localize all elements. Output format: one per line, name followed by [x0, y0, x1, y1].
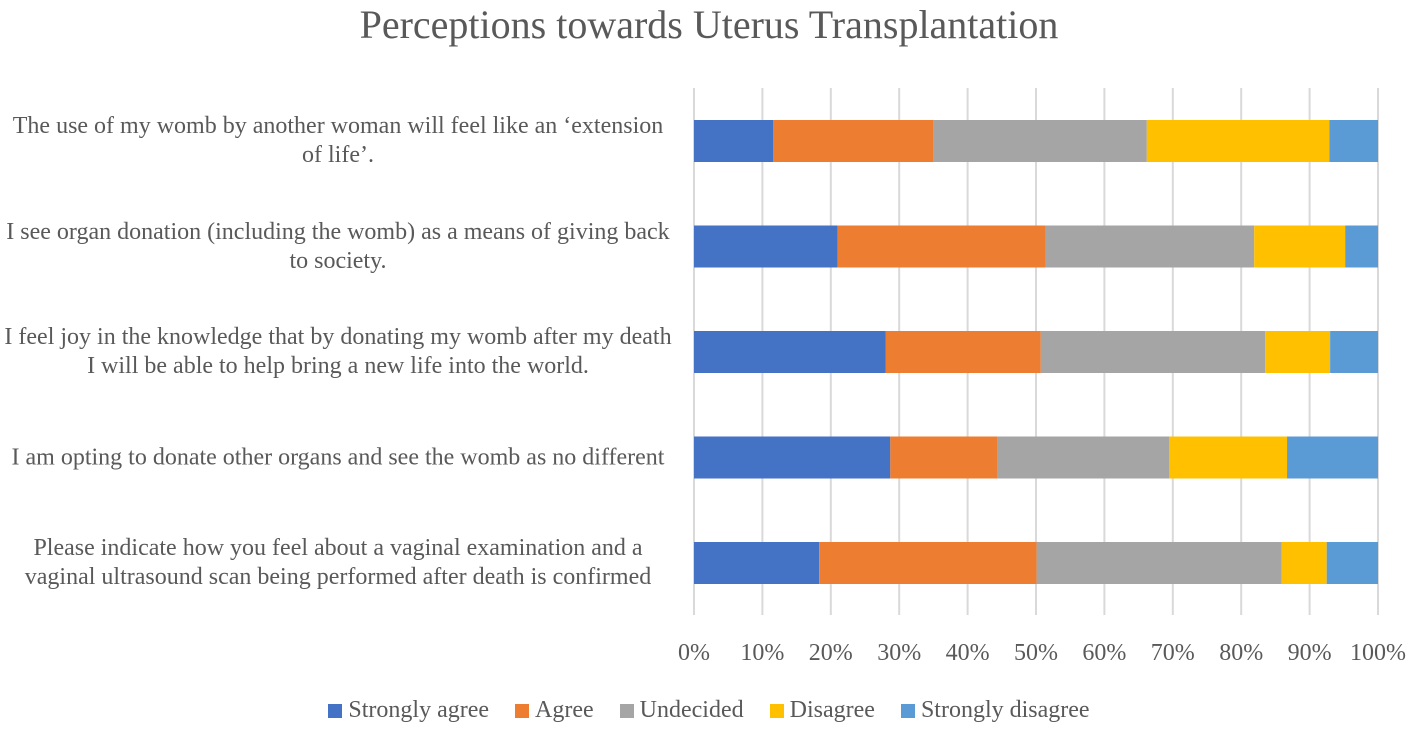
bar-segment-undecided	[933, 120, 1147, 162]
bar-segment-undecided	[997, 436, 1170, 479]
x-tick-label: 20%	[808, 640, 853, 666]
bar-segment-disagree	[1169, 436, 1288, 479]
legend-swatch	[619, 703, 634, 718]
x-tick-label: 90%	[1287, 640, 1332, 666]
bar-segment-disagree	[1254, 225, 1346, 268]
category-label: Please indicate how you feel about a vag…	[24, 535, 652, 590]
legend-label: Strongly disagree	[920, 697, 1090, 723]
bar-segment-disagree	[1146, 120, 1330, 162]
bar-segment-strongly-disagree	[1326, 542, 1378, 584]
bar-segment-agree	[885, 331, 1041, 373]
bar-segment-strongly-disagree	[1287, 436, 1378, 479]
bar-segment-strongly-agree	[694, 331, 886, 373]
category-label: I feel joy in the knowledge that by dona…	[4, 324, 672, 379]
bar-segment-agree	[773, 120, 934, 162]
x-tick-label: 50%	[1014, 640, 1058, 666]
bar-segment-disagree	[1281, 542, 1327, 584]
x-tick-label: 80%	[1219, 640, 1264, 666]
legend-label: Disagree	[789, 697, 875, 723]
bar-segment-disagree	[1265, 331, 1331, 373]
legend-item: Agree	[515, 697, 594, 724]
bar-segment-strongly-agree	[694, 225, 838, 268]
bar-segment-undecided	[1040, 331, 1266, 373]
bar-segment-strongly-agree	[694, 542, 820, 584]
bar-segment-strongly-disagree	[1345, 225, 1378, 268]
bar-segment-undecided	[1036, 542, 1282, 584]
category-label: I see organ donation (including the womb…	[6, 218, 670, 274]
bar-segment-strongly-agree	[694, 436, 891, 479]
x-tick-label: 10%	[740, 640, 785, 666]
legend-swatch	[515, 703, 530, 718]
bar-segment-strongly-disagree	[1330, 331, 1378, 373]
legend-label: Strongly agree	[348, 697, 490, 723]
bar-segment-strongly-agree	[694, 120, 774, 162]
bar-segment-strongly-disagree	[1329, 120, 1378, 162]
legend-label: Agree	[535, 697, 594, 723]
x-tick-label: 40%	[945, 640, 990, 666]
chart-title: Perceptions towards Uterus Transplantati…	[359, 2, 1059, 47]
legend-swatch	[769, 703, 784, 718]
x-tick-label: 60%	[1082, 640, 1127, 666]
category-label: The use of my womb by another woman will…	[12, 113, 664, 168]
legend-swatch	[328, 703, 343, 718]
legend-swatch	[900, 703, 915, 718]
legend-item: Strongly agree	[328, 697, 489, 724]
legend-label: Undecided	[639, 697, 744, 723]
bar-segment-agree	[819, 542, 1037, 584]
bar-segment-undecided	[1045, 225, 1255, 268]
x-tick-label: 70%	[1150, 640, 1195, 666]
x-tick-label: 30%	[877, 640, 922, 666]
x-tick-label: 0%	[678, 640, 710, 666]
legend-item: Strongly disagree	[900, 697, 1090, 724]
legend-item: Disagree	[769, 697, 875, 724]
x-tick-label: 100%	[1350, 640, 1406, 666]
legend-item: Undecided	[619, 697, 744, 724]
legend: Strongly agree Agree Undecided Disagree Stro…	[0, 697, 1418, 724]
bar-segment-agree	[890, 436, 998, 479]
category-label: I am opting to donate other organs and s…	[11, 444, 665, 470]
bar-segment-agree	[837, 225, 1046, 268]
